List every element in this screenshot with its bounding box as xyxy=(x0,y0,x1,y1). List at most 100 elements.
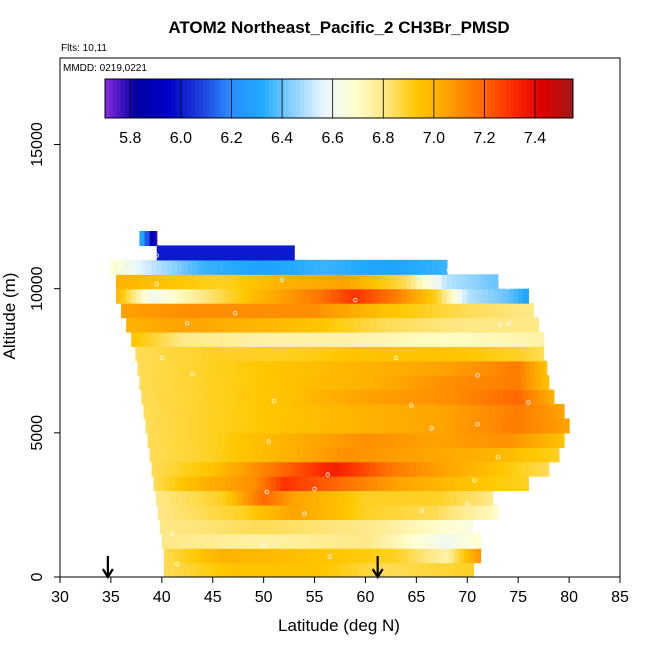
heat-cell xyxy=(243,331,249,347)
heat-cell xyxy=(155,490,162,506)
heat-cell xyxy=(472,331,479,347)
heat-cell xyxy=(136,317,143,333)
heat-cell xyxy=(183,360,189,376)
heat-cell xyxy=(272,490,279,506)
heat-cell xyxy=(361,360,368,376)
heat-cell xyxy=(284,245,290,261)
heat-cell xyxy=(426,331,433,347)
heat-cell xyxy=(444,519,451,535)
heat-cell xyxy=(226,418,233,434)
heat-cell xyxy=(197,274,204,290)
heat-cell xyxy=(116,259,122,275)
heat-cell xyxy=(401,331,407,347)
sample-point xyxy=(261,543,266,548)
heat-cell xyxy=(397,360,403,376)
heat-cell xyxy=(268,533,275,549)
heat-cell xyxy=(295,504,301,520)
colorbar-swatch xyxy=(378,79,383,118)
heat-cell xyxy=(380,461,387,477)
heat-cell xyxy=(454,404,460,420)
heat-cell xyxy=(270,548,277,564)
heat-cell xyxy=(513,303,519,319)
heat-cell xyxy=(192,461,199,477)
heat-cell xyxy=(267,418,274,434)
heat-cell xyxy=(376,360,383,376)
heat-cell xyxy=(243,533,249,549)
heat-cell xyxy=(452,331,458,347)
heat-cell xyxy=(328,490,335,506)
heat-cell xyxy=(401,288,407,304)
heat-cell xyxy=(531,447,538,463)
heat-band xyxy=(156,245,295,261)
heat-cell xyxy=(200,519,207,535)
heat-cell xyxy=(262,346,269,362)
heat-cell xyxy=(447,432,454,448)
heat-cell xyxy=(523,331,529,347)
heat-cell xyxy=(184,476,190,492)
heat-cell xyxy=(256,447,263,463)
heat-cell xyxy=(406,303,412,319)
heat-cell xyxy=(411,461,417,477)
heat-cell xyxy=(471,346,478,362)
heat-cell xyxy=(329,533,336,549)
heat-cell xyxy=(366,504,373,520)
heat-cell xyxy=(136,259,143,275)
heat-cell xyxy=(234,432,240,448)
colorbar-swatch xyxy=(214,79,219,118)
heat-cell xyxy=(467,331,473,347)
heat-cell xyxy=(384,418,391,434)
heat-cell xyxy=(141,331,148,347)
heat-cell xyxy=(415,418,422,434)
heat-cell xyxy=(178,504,184,520)
heat-cell xyxy=(236,447,242,463)
heat-cell xyxy=(538,461,545,477)
heat-cell xyxy=(286,476,292,492)
heat-cell xyxy=(388,375,395,391)
heat-cell xyxy=(278,288,285,304)
heat-cell xyxy=(131,317,137,333)
heat-cell xyxy=(509,360,515,376)
heat-cell xyxy=(222,274,229,290)
heat-cell xyxy=(157,504,164,520)
heat-cell xyxy=(393,447,400,463)
heat-cell xyxy=(485,447,492,463)
heat-cell xyxy=(187,274,193,290)
heat-cell xyxy=(247,490,254,506)
heat-cell xyxy=(543,461,550,477)
heat-cell xyxy=(194,548,201,564)
heat-cell xyxy=(273,317,280,333)
heat-cell xyxy=(538,331,545,347)
heat-cell xyxy=(367,476,374,492)
heat-cell xyxy=(235,562,241,577)
heat-cell xyxy=(187,331,193,347)
heat-cell xyxy=(191,490,198,506)
heat-cell xyxy=(369,490,376,506)
heat-cell xyxy=(238,317,244,333)
heat-cell xyxy=(192,303,199,319)
heat-cell xyxy=(224,404,231,420)
heat-cell xyxy=(435,490,442,506)
heat-cell xyxy=(356,504,362,520)
heat-cell xyxy=(179,562,185,577)
heat-cell xyxy=(268,288,275,304)
heat-cell xyxy=(325,504,332,520)
mmdd-label: MMDD: 0219,0221 xyxy=(63,63,147,74)
heat-cell xyxy=(457,288,463,304)
heat-cell xyxy=(447,360,454,376)
heat-cell xyxy=(396,533,402,549)
heat-cell xyxy=(338,346,345,362)
heat-cell xyxy=(486,346,493,362)
heat-cell xyxy=(196,418,203,434)
heat-cell xyxy=(209,404,216,420)
heat-cell xyxy=(278,245,285,261)
heat-cell xyxy=(390,303,397,319)
heat-cell xyxy=(458,360,464,376)
heat-cell xyxy=(195,447,202,463)
heat-cell xyxy=(488,432,495,448)
heat-cell xyxy=(258,533,265,549)
heat-cell xyxy=(497,303,504,319)
heat-cell xyxy=(299,317,305,333)
heat-cell xyxy=(323,490,330,506)
heat-cell xyxy=(479,548,482,564)
